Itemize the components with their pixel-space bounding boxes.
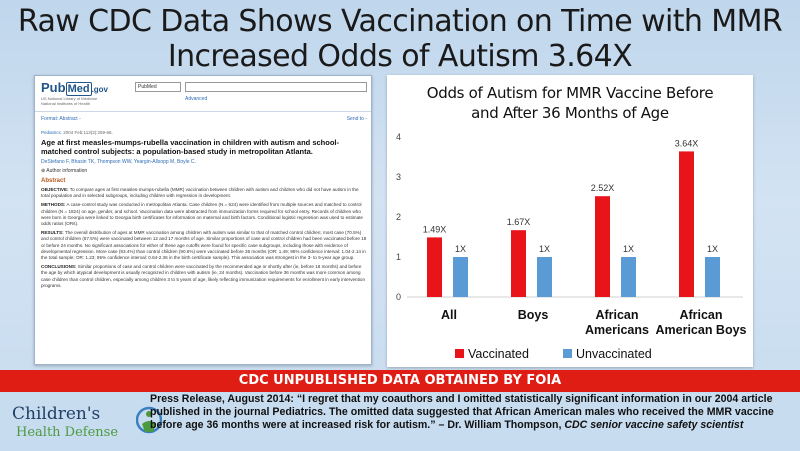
category-label: American Boys [655,323,746,337]
conclusions-text: Similar proportions of case and control … [41,264,366,288]
pubmed-logo[interactable]: Pub Med .gov [41,80,109,96]
unvaccinated-bar [705,257,720,297]
y-tick-label: 3 [396,172,401,182]
vaccinated-bar [595,196,610,297]
abstract-results: RESULTS: The overall distribution of age… [41,230,367,261]
vaccinated-bar [679,151,694,297]
chart-title-line1: Odds of Autism for MMR Vaccine Before [426,84,714,102]
logo-text-line1: Children's [12,404,101,424]
logo-text-line2: Health Defense [16,425,119,440]
objective-label: OBJECTIVE: [41,187,69,192]
citation: Pediatrics. 2004 Feb;113(2):259-66. [41,130,367,135]
data-label: 1.49X [423,224,447,234]
y-tick-label: 0 [396,292,401,302]
foia-banner: CDC UNPUBLISHED DATA OBTAINED BY FOIA [0,370,800,392]
pubmed-logo-gov: .gov [91,85,109,94]
methods-text: A case-control study was conducted in me… [41,202,363,227]
legend-swatch-vaccinated [455,349,464,358]
methods-label: METHODS: [41,202,66,208]
legend-swatch-unvaccinated [563,349,572,358]
y-tick-label: 1 [396,252,401,262]
vaccinated-bar [511,230,526,297]
pubmed-logo-subtitle: US National Library of Medicine National… [41,96,98,106]
quote-text: Press Release, August 2014: “I regret th… [150,393,774,431]
data-label: 1X [623,244,634,254]
legend-label: Unvaccinated [576,347,652,361]
quote-credit: CDC senior vaccine safety scientist [564,419,744,431]
article-authors[interactable]: DeStefano F, Bhasin TK, Thompson WW, Yea… [41,159,196,165]
data-label: 1X [707,244,718,254]
citation-journal-link[interactable]: Pediatrics. [41,130,63,135]
chart-panel: Odds of Autism for MMR Vaccine Before an… [387,75,753,367]
pubmed-logo-med: Med [65,82,92,96]
pubmed-logo-pub: Pub [41,80,66,95]
objective-text: To compare ages at first measles-mumps-r… [41,187,359,199]
pubmed-header: Pub Med .gov US National Library of Medici… [35,76,371,112]
abstract-conclusions: CONCLUSIONS: Similar proportions of case… [41,264,367,289]
unvaccinated-bar [621,257,636,297]
format-bar: Format: Abstract - Send to - [41,116,367,126]
headline-line2: Increased Odds of Autism 3.64X [167,39,633,74]
bar-chart: 0 1 2 3 4 1.49X 1X All 1.67X 1X Boys 2.52X 1X African… [396,132,747,361]
headline-line1: Raw CDC Data Shows Vaccination on Time w… [17,4,783,39]
chart-title-line2: and After 36 Months of Age [471,104,669,122]
conclusions-label: CONCLUSIONS: [41,264,77,270]
category-label: Americans [585,323,649,337]
unvaccinated-bar [537,257,552,297]
abstract-methods: METHODS: A case-control study was conduc… [41,202,367,227]
data-label: 1X [539,244,550,254]
database-select[interactable]: PubMed [135,82,181,92]
abstract-objective: OBJECTIVE: To compare ages at first meas… [41,187,367,199]
search-input[interactable] [185,82,367,92]
article-title: Age at first measles-mumps-rubella vacci… [41,138,339,156]
format-dropdown[interactable]: Format: Abstract - [41,116,81,122]
category-label: African [679,308,722,322]
y-tick-label: 4 [396,132,401,142]
data-label: 1X [455,244,466,254]
abstract-heading: Abstract [41,178,66,184]
figure-emblem-icon [136,406,162,434]
y-tick-label: 2 [396,212,401,222]
category-label: African [595,308,638,322]
legend-label: Vaccinated [468,347,529,361]
results-text: The overall distribution of ages at MMR … [41,230,367,261]
pubmed-body: Format: Abstract - Send to - Pediatrics.… [41,116,367,289]
category-label: All [441,308,457,322]
author-information-toggle[interactable]: ⊕ Author information [41,168,88,174]
category-label: Boys [518,308,549,322]
send-to-dropdown[interactable]: Send to - [346,116,367,122]
citation-details: 2004 Feb;113(2):259-66. [62,130,113,135]
pubmed-abstract-panel: Pub Med .gov US National Library of Medici… [34,75,372,365]
results-label: RESULTS: [41,230,64,236]
data-label: 2.52X [591,183,615,193]
chart-title: Odds of Autism for MMR Vaccine Before an… [387,83,753,123]
headline: Raw CDC Data Shows Vaccination on Time w… [0,4,800,74]
data-label: 3.64X [675,138,699,148]
advanced-search-link[interactable]: Advanced [185,96,208,102]
unvaccinated-bar [453,257,468,297]
vaccinated-bar [427,237,442,297]
press-release-quote: Press Release, August 2014: “I regret th… [150,393,790,432]
data-label: 1.67X [507,217,531,227]
childrens-health-defense-logo: Children's Health Defense [12,404,162,444]
